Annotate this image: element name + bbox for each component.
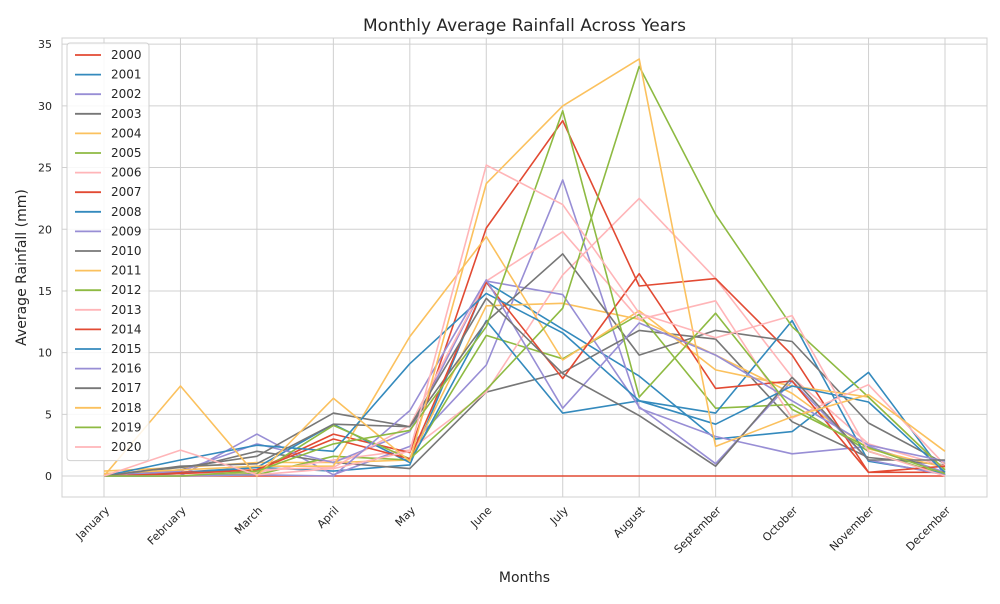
- series-line-2016: [104, 278, 946, 477]
- legend-box: [66, 42, 150, 462]
- plot-area-frame: [61, 37, 988, 498]
- y-tick-label: 20: [38, 223, 52, 236]
- legend-entry-label: 2000: [111, 48, 142, 62]
- legend-entry-label: 2011: [111, 264, 142, 278]
- series-line-2019: [104, 110, 946, 477]
- legend-entry-label: 2015: [111, 342, 142, 356]
- series-line-2020: [103, 164, 946, 477]
- legend-entry-label: 2013: [111, 303, 142, 317]
- series-line-2010: [103, 253, 946, 476]
- legend-entry-label: 2006: [111, 166, 142, 180]
- y-tick-label: 30: [38, 100, 52, 113]
- series-lines: [103, 58, 946, 477]
- y-tick-label: 25: [38, 162, 52, 175]
- series-line-2008: [103, 319, 946, 477]
- legend-entry-label: 2007: [111, 185, 142, 199]
- legend-entry-label: 2010: [111, 244, 142, 258]
- legend-entry-label: 2009: [111, 224, 142, 238]
- series-line-2018: [103, 58, 946, 477]
- y-tick-labels: 0 5 10 15 20 25 30 35: [38, 38, 52, 483]
- grid-lines: [62, 38, 987, 497]
- series-line-2017: [103, 297, 945, 477]
- legend-entry-label: 2005: [111, 146, 142, 160]
- chart-title: Monthly Average Rainfall Across Years: [363, 16, 686, 36]
- legend-entry-label: 2016: [111, 362, 142, 376]
- legend-entry-label: 2008: [111, 205, 142, 219]
- legend-entry-label: 2002: [111, 87, 142, 101]
- legend: 2000 2001 2002 2003 2004 2005 2006 2007 2008 2009…: [66, 42, 150, 462]
- legend-entry-label: 2001: [111, 68, 142, 82]
- legend-entry-label: 2017: [111, 381, 142, 395]
- y-tick-label: 35: [38, 38, 52, 51]
- x-axis-label: Months: [499, 570, 550, 586]
- series-line-2002: [104, 179, 946, 477]
- y-tick-label: 0: [45, 470, 52, 483]
- y-axis-label: Average Rainfall (mm): [14, 189, 30, 346]
- series-line-2015: [103, 292, 946, 477]
- legend-entry-label: 2014: [111, 322, 142, 336]
- series-line-2003: [103, 329, 946, 476]
- legend-entry-label: 2020: [111, 440, 142, 454]
- y-tick-label: 10: [38, 347, 52, 360]
- legend-entry-label: 2003: [111, 107, 142, 121]
- y-tick-label: 15: [38, 285, 52, 298]
- y-tick-label: 5: [45, 408, 52, 421]
- legend-entry-label: 2018: [111, 401, 142, 415]
- legend-entry-label: 2004: [111, 126, 142, 140]
- legend-entry-label: 2019: [111, 420, 142, 434]
- legend-entry-label: 2012: [111, 283, 142, 297]
